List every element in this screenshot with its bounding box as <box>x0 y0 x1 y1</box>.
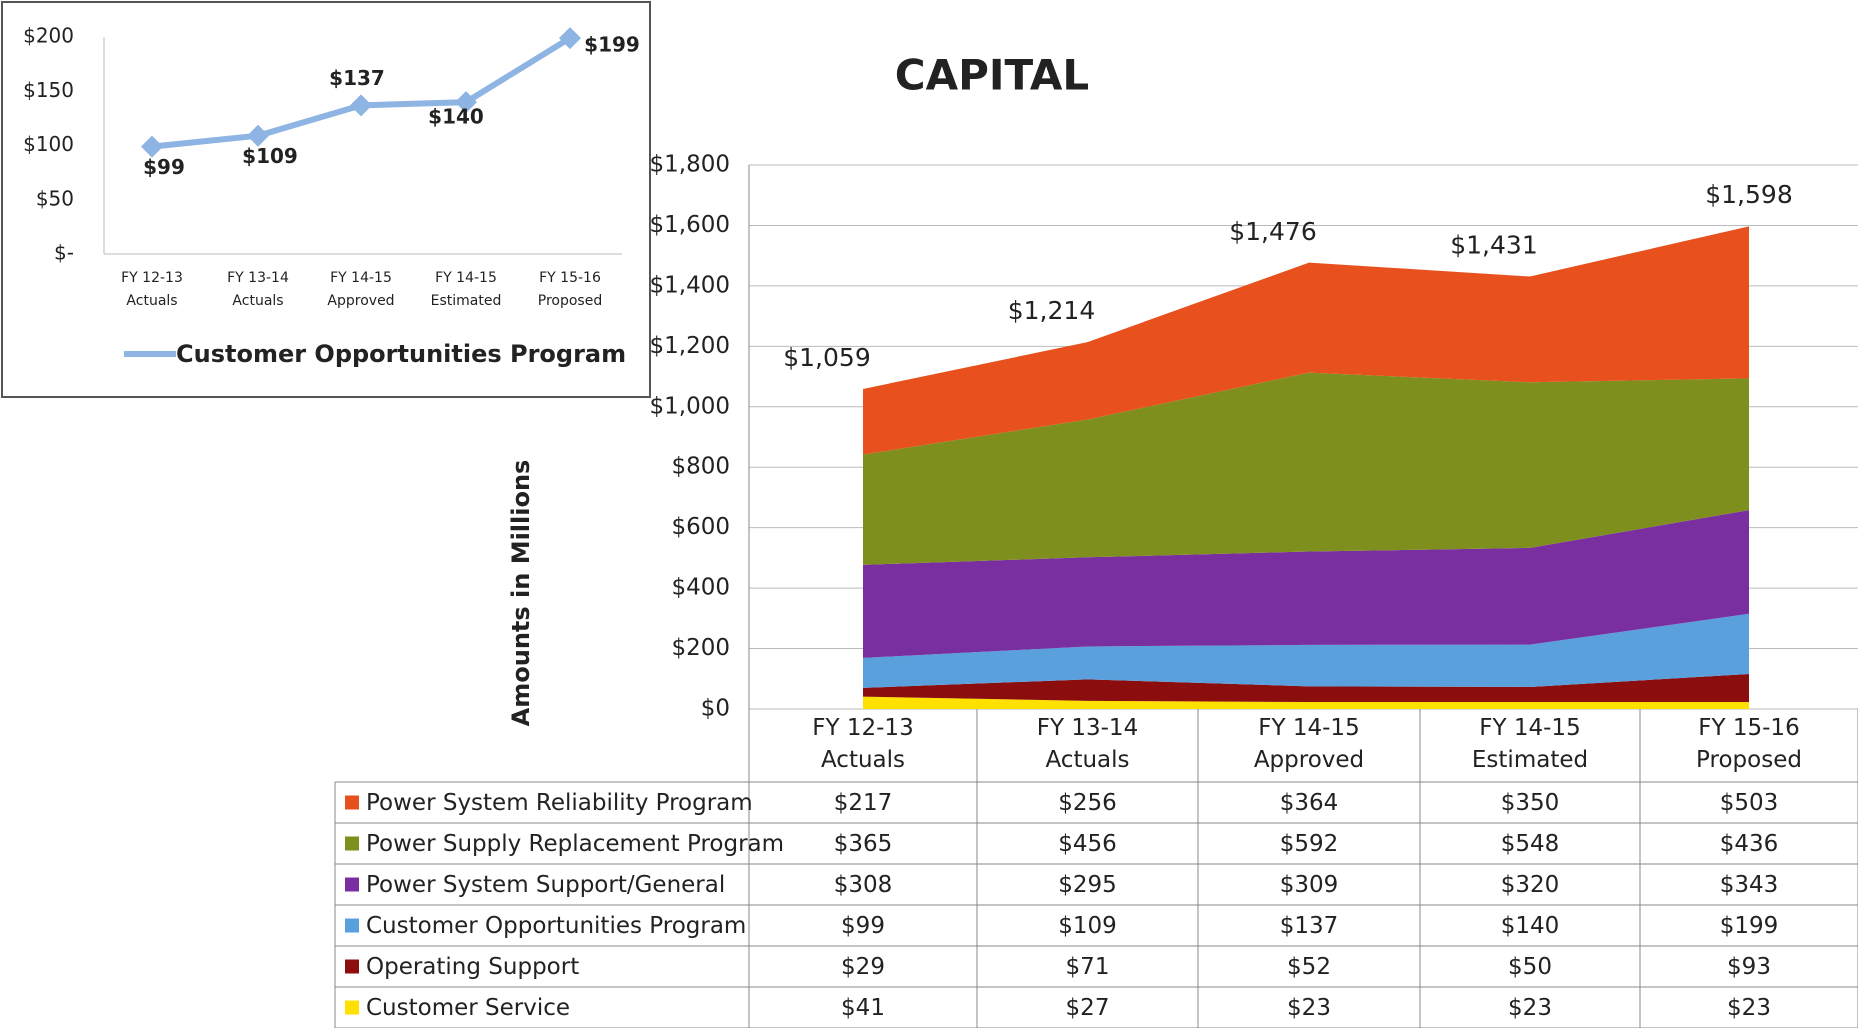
table-cell: $23 <box>1727 995 1771 1021</box>
y-tick-label: $1,000 <box>650 393 730 419</box>
y-tick-label: $1,200 <box>650 333 730 359</box>
marker <box>350 94 372 117</box>
marker <box>559 27 581 50</box>
legend-swatch <box>345 1000 359 1015</box>
data-label: $137 <box>329 66 385 90</box>
table-cell: $350 <box>1501 790 1560 816</box>
x-tick-label: FY 15-16 Proposed <box>1696 715 1802 773</box>
table-cell: $50 <box>1508 954 1552 980</box>
y-tick-label: $600 <box>671 514 730 540</box>
legend-label: Customer Opportunities Program <box>366 913 746 939</box>
x-tick-label: FY 14-15 Approved <box>327 270 394 309</box>
y-tick-label: $50 <box>36 186 74 210</box>
area <box>863 696 1749 709</box>
table-cell: $256 <box>1058 790 1117 816</box>
table-cell: $217 <box>834 790 893 816</box>
y-tick-label: $100 <box>23 132 74 156</box>
table-cell: $295 <box>1058 872 1117 898</box>
y-axis-label: Amounts in Millions <box>507 460 535 727</box>
legend-swatch <box>345 836 359 851</box>
table-cell: $99 <box>841 913 885 939</box>
y-tick-label: $200 <box>671 635 730 661</box>
table-cell: $52 <box>1287 954 1331 980</box>
y-tick-label: $- <box>54 241 74 265</box>
table-cell: $140 <box>1501 913 1560 939</box>
x-tick-label: FY 14-15 Estimated <box>1472 715 1588 773</box>
area <box>863 510 1749 658</box>
x-tick-label: FY 14-15 Approved <box>1254 715 1364 773</box>
area <box>863 372 1749 565</box>
x-tick-label: FY 14-15 Estimated <box>431 270 502 309</box>
line <box>151 35 572 150</box>
y-tick-label: $1,400 <box>650 272 730 298</box>
legend-label: Power System Support/General <box>366 872 725 898</box>
total-label: $1,059 <box>783 343 870 372</box>
legend-swatch <box>345 795 359 810</box>
x-tick-label: FY 12-13 Actuals <box>812 715 913 773</box>
data-label: $99 <box>143 155 185 179</box>
legend-swatch <box>345 918 359 933</box>
marker <box>247 124 269 147</box>
legend-label: Power Supply Replacement Program <box>366 831 784 857</box>
x-tick-label: FY 15-16 Proposed <box>538 270 602 309</box>
table-cell: $29 <box>841 954 885 980</box>
legend-label: Customer Opportunities Program <box>176 340 626 368</box>
legend-swatch <box>345 959 359 974</box>
x-tick-label: FY 13-14 Actuals <box>227 270 289 309</box>
inset-frame <box>1 1 651 398</box>
table-cell: $365 <box>834 831 893 857</box>
area <box>863 613 1749 688</box>
x-tick-label: FY 13-14 Actuals <box>1037 715 1138 773</box>
area <box>863 226 1749 455</box>
marker <box>455 91 477 114</box>
total-label: $1,431 <box>1450 231 1537 260</box>
marker <box>141 135 163 158</box>
y-tick-label: $0 <box>701 696 730 722</box>
legend-swatch <box>345 877 359 892</box>
table-cell: $503 <box>1720 790 1779 816</box>
table-cell: $364 <box>1280 790 1339 816</box>
table-cell: $436 <box>1720 831 1779 857</box>
data-label: $199 <box>584 33 640 57</box>
table-cell: $456 <box>1058 831 1117 857</box>
legend-label: Operating Support <box>366 954 579 980</box>
y-tick-label: $150 <box>23 78 74 102</box>
table-cell: $548 <box>1501 831 1560 857</box>
table-cell: $137 <box>1280 913 1339 939</box>
table-cell: $592 <box>1280 831 1339 857</box>
table-cell: $41 <box>841 995 885 1021</box>
total-label: $1,214 <box>1008 296 1095 325</box>
table-cell: $199 <box>1720 913 1779 939</box>
total-label: $1,598 <box>1705 180 1792 209</box>
data-label: $109 <box>242 144 298 168</box>
y-tick-label: $400 <box>671 575 730 601</box>
table-cell: $23 <box>1287 995 1331 1021</box>
y-tick-label: $1,600 <box>650 212 730 238</box>
y-tick-label: $1,800 <box>650 152 730 178</box>
y-tick-label: $200 <box>23 24 74 48</box>
total-label: $1,476 <box>1229 217 1316 246</box>
table-cell: $320 <box>1501 872 1560 898</box>
table-cell: $343 <box>1720 872 1779 898</box>
table-cell: $23 <box>1508 995 1552 1021</box>
chart-title: CAPITAL <box>895 51 1089 100</box>
area <box>863 673 1749 703</box>
legend-label: Customer Service <box>366 995 570 1021</box>
table-cell: $109 <box>1058 913 1117 939</box>
table-cell: $93 <box>1727 954 1771 980</box>
y-tick-label: $800 <box>671 454 730 480</box>
table-cell: $27 <box>1066 995 1110 1021</box>
table-cell: $309 <box>1280 872 1339 898</box>
legend-label: Power System Reliability Program <box>366 790 753 816</box>
x-tick-label: FY 12-13 Actuals <box>121 270 183 309</box>
table-cell: $71 <box>1066 954 1110 980</box>
table-cell: $308 <box>834 872 893 898</box>
data-label: $140 <box>428 105 484 129</box>
